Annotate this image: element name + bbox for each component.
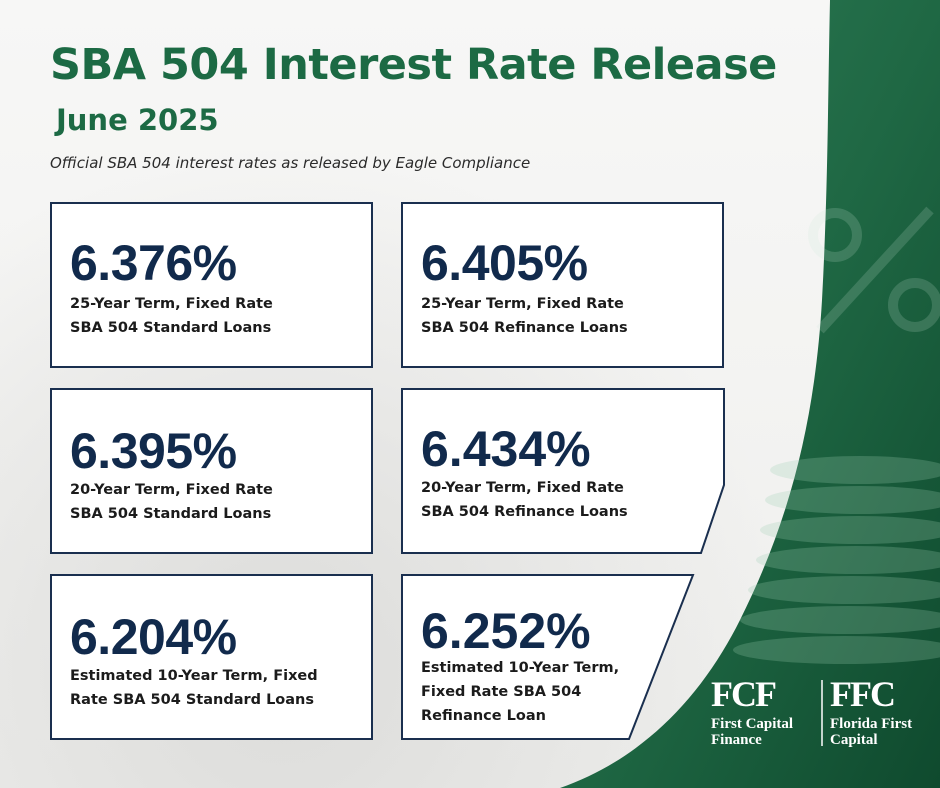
- rate-card-20yr-refinance: 6.434% 20-Year Term, Fixed Rate SBA 504 …: [401, 388, 725, 554]
- ffc-logo-mark: FFC: [830, 674, 894, 714]
- ffc-name-line1: Florida First: [830, 716, 912, 732]
- rate-term: 20-Year Term, Fixed Rate: [421, 480, 624, 496]
- ffc-name-line2: Capital: [830, 732, 878, 748]
- rate-term: Estimated 10-Year Term, Fixed: [70, 668, 318, 684]
- rate-card-20yr-standard: 6.395% 20-Year Term, Fixed Rate SBA 504 …: [50, 388, 373, 554]
- title-rest: Interest Rate Release: [248, 40, 778, 90]
- rate-value: 6.252%: [421, 603, 591, 659]
- rate-value: 6.395%: [70, 423, 237, 479]
- source-note: Official SBA 504 interest rates as relea…: [50, 154, 531, 172]
- rate-loan-type: SBA 504 Standard Loans: [70, 506, 272, 522]
- rate-loan-type: Rate SBA 504 Standard Loans: [70, 692, 315, 708]
- page-title: SBA 504 Interest Rate Release: [50, 40, 777, 90]
- card-frame: [401, 574, 695, 740]
- fcf-name-line1: First Capital: [711, 716, 793, 732]
- rate-card-10yr-standard: 6.204% Estimated 10-Year Term, Fixed Rat…: [50, 574, 373, 740]
- rate-term: Estimated 10-Year Term,: [421, 660, 620, 676]
- rate-card-25yr-standard: 6.376% 25-Year Term, Fixed Rate SBA 504 …: [50, 202, 373, 368]
- title-emphasis: SBA 504: [50, 40, 249, 90]
- rate-card-10yr-refinance: 6.252% Estimated 10-Year Term, Fixed Rat…: [401, 574, 695, 740]
- card-frame: [401, 388, 725, 554]
- rate-term: 20-Year Term, Fixed Rate: [70, 482, 273, 498]
- rate-term: 25-Year Term, Fixed Rate: [421, 296, 624, 312]
- rate-card-25yr-refinance: 6.405% 25-Year Term, Fixed Rate SBA 504 …: [401, 202, 724, 368]
- rate-term: 25-Year Term, Fixed Rate: [70, 296, 273, 312]
- rate-value: 6.405%: [421, 235, 588, 291]
- rate-loan-type: Fixed Rate SBA 504: [421, 684, 582, 700]
- fcf-name-line2: Finance: [711, 732, 762, 748]
- rate-value: 6.376%: [70, 235, 237, 291]
- release-month: June 2025: [56, 103, 219, 137]
- rate-loan-type: SBA 504 Standard Loans: [70, 320, 272, 336]
- rate-loan-type: SBA 504 Refinance Loans: [421, 320, 628, 336]
- brand-logos: FCF First Capital Finance FFC Florida Fi…: [711, 674, 912, 748]
- rate-value: 6.434%: [421, 421, 591, 477]
- rate-loan-type-cont: Refinance Loan: [421, 708, 546, 724]
- rate-loan-type: SBA 504 Refinance Loans: [421, 504, 628, 520]
- fcf-logo-mark: FCF: [711, 674, 776, 714]
- rate-value: 6.204%: [70, 609, 237, 665]
